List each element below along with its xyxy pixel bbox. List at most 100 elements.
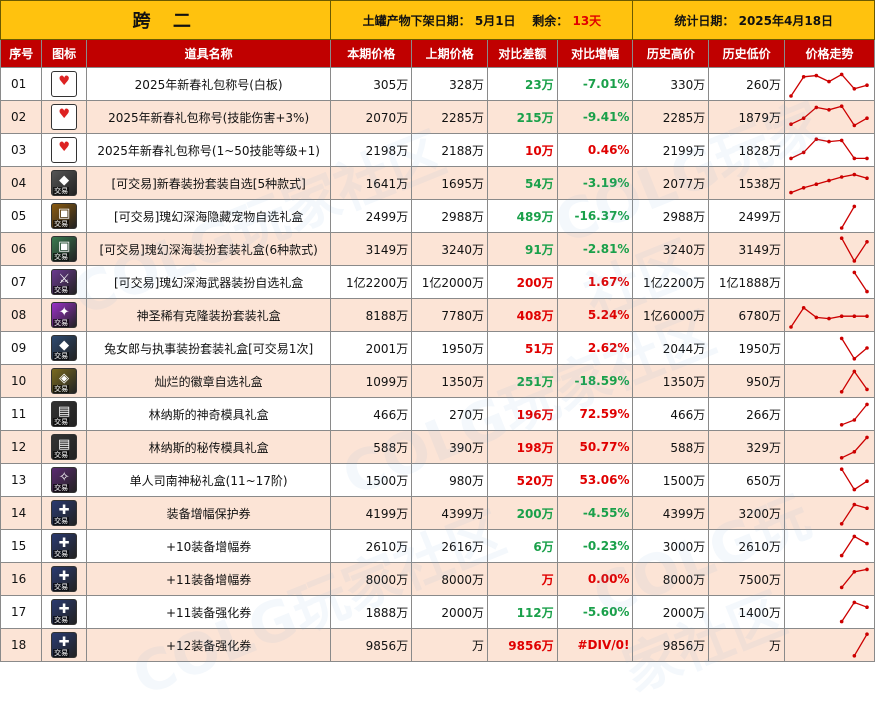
remain-value: 13天 (572, 13, 602, 28)
sparkline-point (865, 83, 869, 87)
col-header-change-pct: 对比增幅 (556, 39, 634, 68)
sparkline-point (865, 632, 869, 636)
sparkline-point (865, 605, 869, 609)
previous-price: 2988万 (411, 199, 488, 233)
current-price: 9856万 (330, 628, 413, 662)
price-sparkline (852, 632, 869, 658)
sparkline-point (801, 116, 806, 120)
sparkline-point (789, 325, 793, 329)
current-price: 4199万 (330, 496, 413, 530)
icon-glyph: ⚔ (58, 272, 70, 287)
sparkline-path (841, 601, 868, 622)
table-row: 06 ▣ 交易 [可交易]瑰幻深海装扮套装礼盒(6种款式) 3149万 3240万 91万 -… (0, 232, 875, 266)
price-trend-cell (784, 430, 875, 464)
sparkline-point (852, 172, 857, 177)
sparkline-point (852, 487, 857, 492)
stat-info: 统计日期： 2025年4月18日 (632, 0, 875, 40)
sparkline-point (865, 176, 869, 180)
trade-tag: 交易 (53, 616, 70, 624)
clone-box-icon: ✦ 交易 (51, 302, 78, 328)
sparkline-path (841, 370, 868, 393)
price-sparkline (789, 137, 869, 161)
sparkline-point (839, 553, 844, 558)
row-icon-cell: ✧ 交易 (41, 463, 87, 497)
icon-glyph: ✚ (58, 569, 70, 584)
ticket-icon: ✚ 交易 (51, 566, 78, 592)
previous-price: 1350万 (411, 364, 488, 398)
sparkline-point (865, 506, 869, 510)
row-index: 04 (0, 166, 43, 200)
price-trend-cell (784, 529, 875, 563)
item-name: [可交易]瑰幻深海隐藏宠物自选礼盒 (85, 199, 332, 233)
price-diff: 9856万 (486, 628, 558, 662)
sparkline-point (852, 502, 857, 507)
sparkline-point (801, 186, 806, 190)
price-sparkline (852, 270, 869, 294)
row-index: 14 (0, 496, 43, 530)
price-change-pct: -18.59% (556, 364, 634, 398)
sparkline-point (839, 336, 844, 341)
sparkline-point (814, 137, 819, 141)
sparkline-point (852, 534, 857, 539)
table-row: 14 ✚ 交易 装备增幅保护券 4199万 4399万 200万 -4.55% 4399万 320… (0, 496, 875, 530)
sparkline-point (865, 402, 869, 407)
history-low: 万 (708, 628, 785, 662)
table-row: 16 ✚ 交易 +11装备增幅券 8000万 8000万万 0.00% 8000万 7500万 (0, 562, 875, 596)
row-icon-cell: ⚔ 交易 (41, 265, 87, 299)
icon-glyph: ▣ (57, 239, 71, 254)
current-price: 1099万 (330, 364, 413, 398)
table-row: 18 ✚ 交易 +12装备强化券 9856万万 9856万 #DIV/0! 9856万万 (0, 628, 875, 662)
price-diff: 251万 (486, 364, 558, 398)
history-low: 950万 (708, 364, 785, 398)
history-high: 3240万 (632, 232, 710, 266)
history-low: 1538万 (708, 166, 785, 200)
previous-price: 2188万 (411, 133, 488, 167)
price-trend-cell (784, 331, 875, 365)
trade-tag: 交易 (53, 220, 70, 228)
price-change-pct: -9.41% (556, 100, 634, 134)
sparkline-path (841, 338, 868, 360)
previous-price: 7780万 (411, 298, 488, 332)
sparkline-point (865, 346, 869, 350)
price-sparkline (839, 369, 869, 394)
col-header-index: 序号 (0, 39, 43, 68)
chest-icon: ▣ 交易 (51, 236, 78, 262)
previous-price: 4399万 (411, 496, 488, 530)
ticket-icon: ✚ 交易 (51, 533, 78, 559)
sparkline-point (801, 75, 806, 79)
history-high: 1亿2200万 (632, 265, 710, 299)
sparkline-point (814, 73, 819, 78)
trade-tag: 交易 (53, 253, 70, 261)
history-high: 466万 (632, 397, 710, 431)
item-name: +10装备增幅券 (85, 529, 332, 563)
row-icon-cell: ✚ 交易 (41, 595, 87, 629)
sparkline-point (839, 138, 844, 143)
sparkline-point (852, 654, 857, 658)
row-index: 18 (0, 628, 43, 662)
icon-glyph: ✚ (58, 503, 70, 518)
sparkline-path (853, 272, 868, 292)
table-row: 10 ◈ 交易 灿烂的徽章自选礼盒 1099万 1350万 251万 -18.59% 1350万… (0, 364, 875, 398)
sparkline-point (865, 289, 869, 294)
price-trend-cell (784, 628, 875, 662)
icon-glyph: ▣ (57, 206, 71, 221)
price-sparkline (839, 336, 869, 361)
sparkline-point (852, 259, 857, 263)
weapon-box-icon: ⚔ 交易 (51, 269, 78, 295)
price-change-pct: -2.81% (556, 232, 634, 266)
col-header-trend: 价格走势 (784, 39, 875, 68)
price-trend-cell (784, 397, 875, 431)
table-row: 03 ♥交易 2025年新春礼包称号(1~50技能等级+1)2198万2188万10… (0, 133, 875, 167)
table-row: 13 ✧ 交易 单人司南神秘礼盒(11~17阶) 1500万 980万 520万 53.06%… (0, 463, 875, 497)
row-icon-cell: ▤ 交易 (41, 397, 87, 431)
col-header-history-low: 历史低价 (708, 39, 785, 68)
sparkline-point (839, 226, 844, 230)
history-high: 588万 (632, 430, 710, 464)
sparkline-point (839, 522, 844, 526)
shelf-date: 5月1日 (474, 13, 516, 28)
item-name: 2025年新春礼包称号(1~50技能等级+1) (85, 133, 332, 167)
sparkline-point (839, 423, 844, 427)
row-index: 16 (0, 562, 43, 596)
previous-price: 2616万 (411, 529, 488, 563)
sparkline-point (827, 108, 831, 112)
